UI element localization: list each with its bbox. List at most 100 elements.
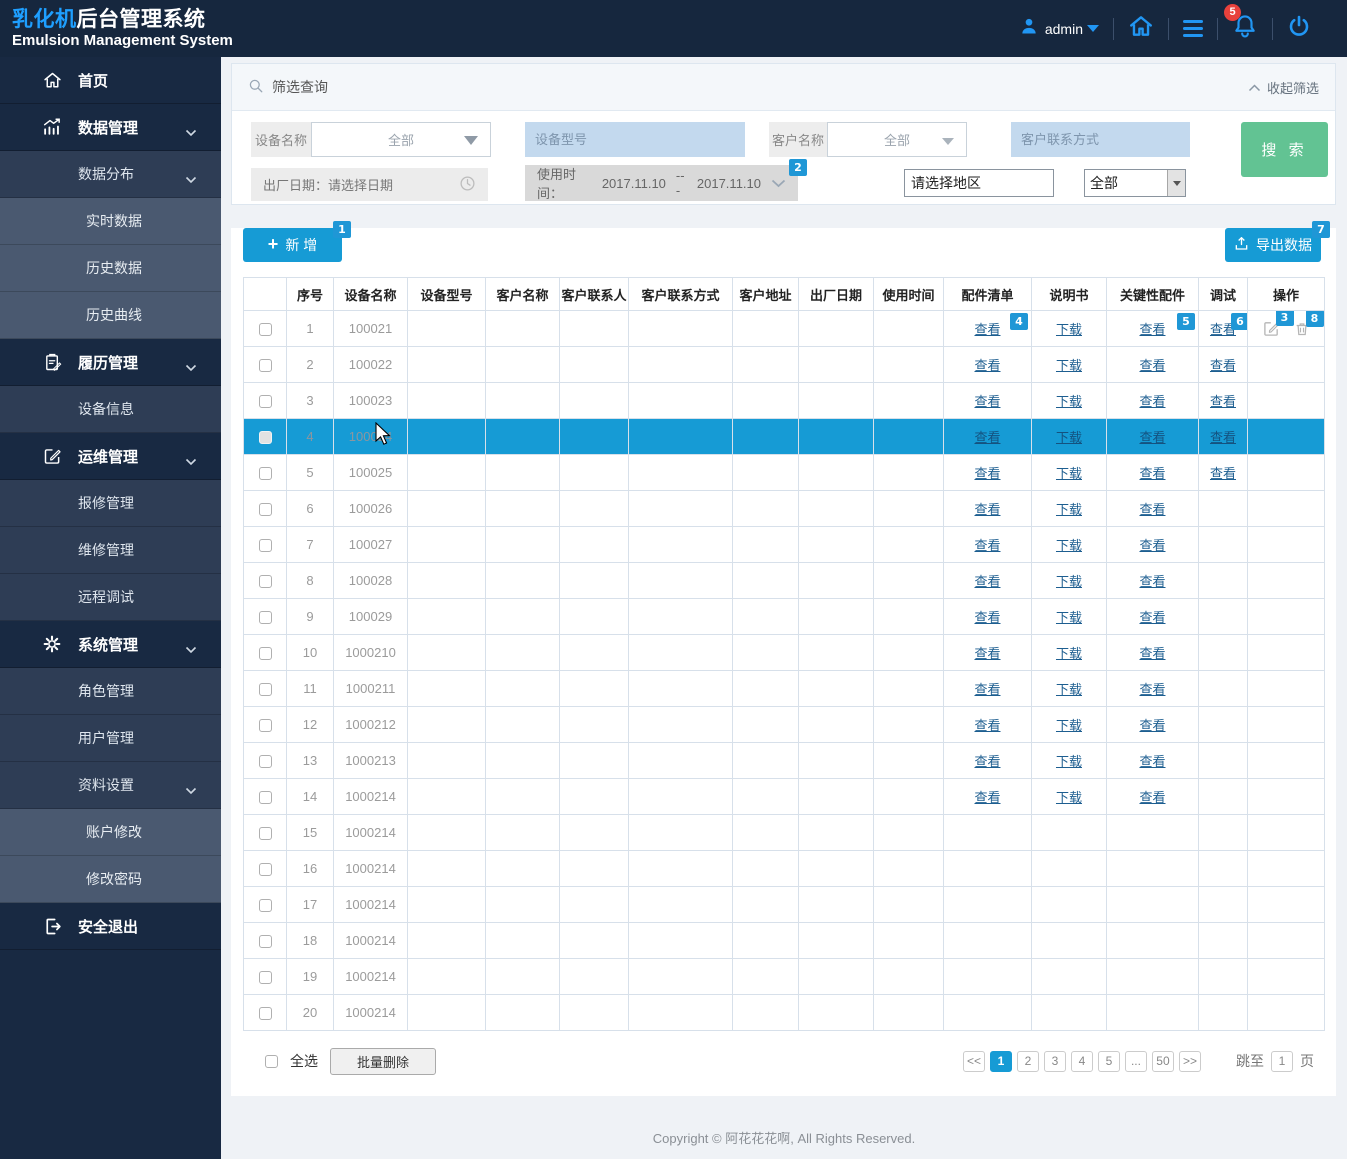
view-parts-link[interactable]: 查看 — [974, 430, 1001, 445]
table-row[interactable]: 11 1000211 查看 下载 查看 — [243, 670, 1325, 707]
download-manual-link[interactable]: 下载 — [1055, 790, 1082, 805]
view-key-parts-link[interactable]: 查看 — [1139, 574, 1166, 589]
sidebar-item[interactable]: 数据分布 — [0, 151, 221, 198]
table-row[interactable]: 8 100028 查看 下载 查看 — [243, 562, 1325, 599]
sidebar-item[interactable]: 系统管理 — [0, 621, 221, 668]
view-key-parts-link[interactable]: 查看 — [1139, 718, 1166, 733]
export-button[interactable]: 导出数据 7 — [1225, 221, 1330, 262]
sidebar-item[interactable]: 实时数据 — [0, 198, 221, 245]
row-checkbox[interactable] — [258, 935, 272, 949]
row-checkbox[interactable] — [258, 971, 272, 985]
view-key-parts-link[interactable]: 查看 — [1139, 466, 1166, 481]
table-row[interactable]: 7 100027 查看 下载 查看 — [243, 526, 1325, 563]
factory-date-picker[interactable]: 出厂日期： 请选择日期 — [251, 168, 488, 201]
view-key-parts-link[interactable]: 查看 — [1139, 394, 1166, 409]
view-parts-link[interactable]: 查看 — [974, 754, 1001, 769]
view-parts-link[interactable]: 查看 — [974, 466, 1001, 481]
view-debug-link[interactable]: 查看 — [1209, 466, 1236, 481]
customer-contact-input[interactable] — [1011, 122, 1190, 157]
page-button[interactable]: 1 — [989, 1050, 1012, 1072]
table-row[interactable]: 15 1000214 — [243, 814, 1325, 851]
row-checkbox[interactable] — [258, 323, 272, 337]
view-parts-link[interactable]: 查看 — [974, 394, 1001, 409]
sidebar-item[interactable]: 履历管理 — [0, 339, 221, 386]
table-row[interactable]: 6 100026 查看 下载 查看 — [243, 490, 1325, 527]
region-select[interactable]: 全部 — [1084, 169, 1186, 197]
row-checkbox[interactable] — [258, 899, 272, 913]
device-model-input[interactable] — [525, 122, 745, 157]
download-manual-link[interactable]: 下载 — [1055, 466, 1082, 481]
view-parts-link[interactable]: 查看 — [974, 358, 1001, 373]
row-checkbox[interactable] — [258, 503, 272, 517]
row-checkbox[interactable] — [258, 683, 272, 697]
page-button[interactable]: 3 — [1043, 1050, 1066, 1072]
view-parts-link[interactable]: 查看 — [974, 610, 1001, 625]
download-manual-link[interactable]: 下载 — [1055, 430, 1082, 445]
view-debug-link[interactable]: 查看 — [1209, 430, 1236, 445]
sidebar-item[interactable]: 资料设置 — [0, 762, 221, 809]
sidebar-item[interactable]: 报修管理 — [0, 480, 221, 527]
page-button[interactable]: 4 — [1070, 1050, 1093, 1072]
table-row[interactable]: 5 100025 查看 下载 查看 查看 — [243, 454, 1325, 491]
download-manual-link[interactable]: 下载 — [1055, 754, 1082, 769]
row-checkbox[interactable] — [258, 395, 272, 409]
download-manual-link[interactable]: 下载 — [1055, 682, 1082, 697]
jump-page-input[interactable]: 1 — [1271, 1050, 1293, 1072]
table-row[interactable]: 1 100021 查看 4 下载 查看 5 查看 6 3 8 — [243, 310, 1325, 347]
sidebar-item[interactable]: 角色管理 — [0, 668, 221, 715]
view-parts-link[interactable]: 查看 — [974, 718, 1001, 733]
home-button[interactable] — [1114, 13, 1168, 44]
view-parts-link[interactable]: 查看 — [974, 790, 1001, 805]
batch-delete-button[interactable]: 批量删除 — [330, 1047, 437, 1075]
sidebar-item[interactable]: 历史数据 — [0, 245, 221, 292]
table-row[interactable]: 3 100023 查看 下载 查看 查看 — [243, 382, 1325, 419]
view-debug-link[interactable]: 查看 — [1209, 394, 1236, 409]
view-parts-link[interactable]: 查看 — [974, 646, 1001, 661]
sidebar-item[interactable]: 远程调试 — [0, 574, 221, 621]
view-key-parts-link[interactable]: 查看 — [1139, 790, 1166, 805]
sidebar-item[interactable]: 用户管理 — [0, 715, 221, 762]
sidebar-item[interactable]: 历史曲线 — [0, 292, 221, 339]
sidebar-item[interactable]: 修改密码 — [0, 856, 221, 903]
edit-icon[interactable]: 3 — [1263, 311, 1294, 337]
row-checkbox[interactable] — [258, 1007, 272, 1021]
view-key-parts-link[interactable]: 查看 — [1139, 538, 1166, 553]
sidebar-item[interactable]: 数据管理 — [0, 104, 221, 151]
row-checkbox[interactable] — [258, 359, 272, 373]
row-checkbox[interactable] — [258, 431, 272, 445]
region-input[interactable] — [904, 169, 1054, 197]
device-name-select[interactable]: 全部 — [311, 122, 491, 157]
row-checkbox[interactable] — [258, 467, 272, 481]
table-row[interactable]: 16 1000214 — [243, 850, 1325, 887]
row-checkbox[interactable] — [258, 827, 272, 841]
view-key-parts-link[interactable]: 查看 — [1139, 430, 1166, 445]
table-row[interactable]: 19 1000214 — [243, 958, 1325, 995]
view-parts-link[interactable]: 查看 — [974, 574, 1001, 589]
row-checkbox[interactable] — [258, 611, 272, 625]
view-parts-link[interactable]: 查看 — [974, 322, 1001, 337]
table-row[interactable]: 20 1000214 — [243, 994, 1325, 1031]
download-manual-link[interactable]: 下载 — [1055, 538, 1082, 553]
download-manual-link[interactable]: 下载 — [1055, 322, 1082, 337]
page-button[interactable]: >> — [1178, 1050, 1201, 1072]
page-button[interactable]: << — [962, 1050, 985, 1072]
view-parts-link[interactable]: 查看 — [974, 538, 1001, 553]
row-checkbox[interactable] — [258, 791, 272, 805]
row-checkbox[interactable] — [258, 647, 272, 661]
download-manual-link[interactable]: 下载 — [1055, 394, 1082, 409]
view-parts-link[interactable]: 查看 — [974, 502, 1001, 517]
table-row[interactable]: 14 1000214 查看 下载 查看 — [243, 778, 1325, 815]
view-key-parts-link[interactable]: 查看 — [1139, 358, 1166, 373]
user-menu[interactable]: admin — [1005, 16, 1113, 41]
view-debug-link[interactable]: 查看 — [1209, 322, 1236, 337]
sidebar-item[interactable]: 设备信息 — [0, 386, 221, 433]
add-button[interactable]: + 新 增 1 — [243, 221, 351, 262]
table-row[interactable]: 12 1000212 查看 下载 查看 — [243, 706, 1325, 743]
logout-button[interactable] — [1273, 14, 1325, 43]
row-checkbox[interactable] — [258, 755, 272, 769]
notifications-button[interactable]: 5 — [1218, 4, 1272, 44]
view-key-parts-link[interactable]: 查看 — [1139, 502, 1166, 517]
usage-time-picker[interactable]: 使用时间： 2017.11.10 --- 2017.11.10 2 — [525, 159, 807, 201]
view-key-parts-link[interactable]: 查看 — [1139, 646, 1166, 661]
table-row[interactable]: 9 100029 查看 下载 查看 — [243, 598, 1325, 635]
